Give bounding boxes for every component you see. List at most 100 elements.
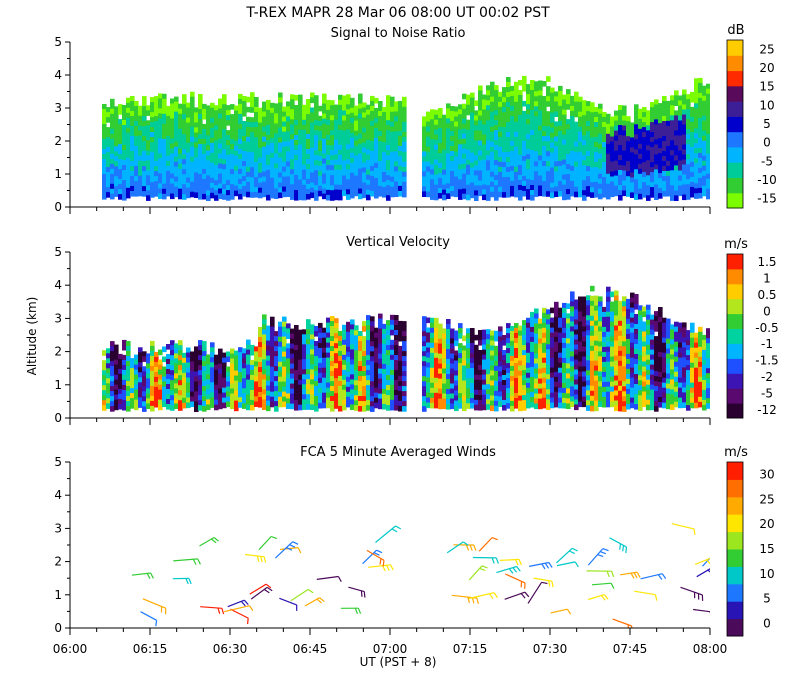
heatmap-cell <box>534 106 539 112</box>
heatmap-cell <box>210 187 215 194</box>
heatmap-cell <box>230 164 235 170</box>
heatmap-cell <box>218 108 223 115</box>
heatmap-cell <box>258 122 263 129</box>
heatmap-cell <box>314 331 319 337</box>
heatmap-cell <box>446 103 451 109</box>
heatmap-cell <box>366 124 371 131</box>
heatmap-cell <box>322 402 327 409</box>
heatmap-cell <box>350 127 355 134</box>
heatmap-cell <box>554 341 559 348</box>
heatmap-cell <box>666 180 671 187</box>
heatmap-cell <box>466 154 471 161</box>
heatmap-cell <box>206 175 211 181</box>
heatmap-cell <box>194 371 199 377</box>
heatmap-cell <box>570 326 575 332</box>
heatmap-cell <box>482 189 487 196</box>
heatmap-cell <box>562 317 567 324</box>
heatmap-cell <box>682 139 687 146</box>
heatmap-cell <box>646 170 651 176</box>
heatmap-cell <box>214 135 219 141</box>
heatmap-cell <box>570 381 575 387</box>
heatmap-cell <box>442 353 447 360</box>
heatmap-cell <box>170 168 175 175</box>
heatmap-cell <box>138 145 143 152</box>
colorbar-frame <box>726 39 744 209</box>
heatmap-cell <box>550 147 555 154</box>
heatmap-cell <box>618 145 623 151</box>
heatmap-cell <box>126 107 131 114</box>
heatmap-cell <box>538 363 543 370</box>
heatmap-cell <box>322 367 327 374</box>
heatmap-cell <box>702 110 707 117</box>
heatmap-cell <box>250 142 255 148</box>
heatmap-cell <box>626 171 631 177</box>
heatmap-cell <box>150 405 155 412</box>
heatmap-cell <box>402 191 407 198</box>
heatmap-cell <box>218 113 223 120</box>
heatmap-cell <box>166 354 171 360</box>
heatmap-cell <box>642 177 647 183</box>
heatmap-cell <box>526 377 531 384</box>
heatmap-cell <box>162 153 167 160</box>
heatmap-cell <box>258 137 263 144</box>
heatmap-cell <box>530 351 535 358</box>
heatmap-cell <box>146 363 151 369</box>
heatmap-cell <box>550 112 555 119</box>
heatmap-cell <box>346 94 351 100</box>
heatmap-cell <box>322 113 327 120</box>
heatmap-cell <box>586 295 591 301</box>
heatmap-cell <box>594 305 599 312</box>
heatmap-cell <box>114 151 119 157</box>
y-tick-label: 4 <box>54 68 62 82</box>
heatmap-cell <box>662 111 667 117</box>
heatmap-cell <box>434 362 439 369</box>
heatmap-cell <box>426 377 431 384</box>
heatmap-cell <box>478 385 483 391</box>
heatmap-cell <box>594 142 599 148</box>
heatmap-cell <box>638 118 643 125</box>
heatmap-cell <box>486 369 491 375</box>
heatmap-cell <box>530 356 535 363</box>
heatmap-cell <box>678 120 683 127</box>
heatmap-cell <box>174 181 179 188</box>
heatmap-cell <box>570 120 575 127</box>
heatmap-cell <box>542 317 547 324</box>
heatmap-cell <box>522 150 527 157</box>
heatmap-cell <box>270 401 275 408</box>
heatmap-cell <box>522 390 527 396</box>
heatmap-cell <box>166 140 171 147</box>
heatmap-cell <box>226 185 231 191</box>
heatmap-cell <box>238 173 243 180</box>
heatmap-cell <box>518 390 523 397</box>
heatmap-cell <box>582 190 587 196</box>
heatmap-cell <box>238 113 243 120</box>
heatmap-cell <box>158 349 163 356</box>
heatmap-cell <box>318 120 323 127</box>
heatmap-cell <box>166 130 171 137</box>
heatmap-cell <box>342 155 347 162</box>
heatmap-cell <box>438 183 443 189</box>
heatmap-cell <box>298 159 303 166</box>
heatmap-cell <box>526 317 531 324</box>
heatmap-cell <box>598 356 603 362</box>
heatmap-cell <box>374 357 379 364</box>
heatmap-cell <box>598 133 603 140</box>
heatmap-cell <box>282 166 287 173</box>
heatmap-cell <box>686 149 691 155</box>
heatmap-cell <box>450 176 455 182</box>
heatmap-cell <box>334 373 339 379</box>
heatmap-cell <box>370 326 375 332</box>
heatmap-cell <box>530 110 535 116</box>
heatmap-cell <box>598 158 603 165</box>
heatmap-cell <box>534 146 539 152</box>
heatmap-cell <box>510 115 515 122</box>
heatmap-cell <box>330 195 335 201</box>
heatmap-cell <box>326 139 331 146</box>
heatmap-cell <box>162 113 167 120</box>
heatmap-cell <box>102 149 107 155</box>
heatmap-cell <box>210 147 215 154</box>
heatmap-cell <box>534 313 539 320</box>
heatmap-cell <box>618 170 623 176</box>
heatmap-cell <box>130 101 135 107</box>
heatmap-cell <box>626 116 631 122</box>
